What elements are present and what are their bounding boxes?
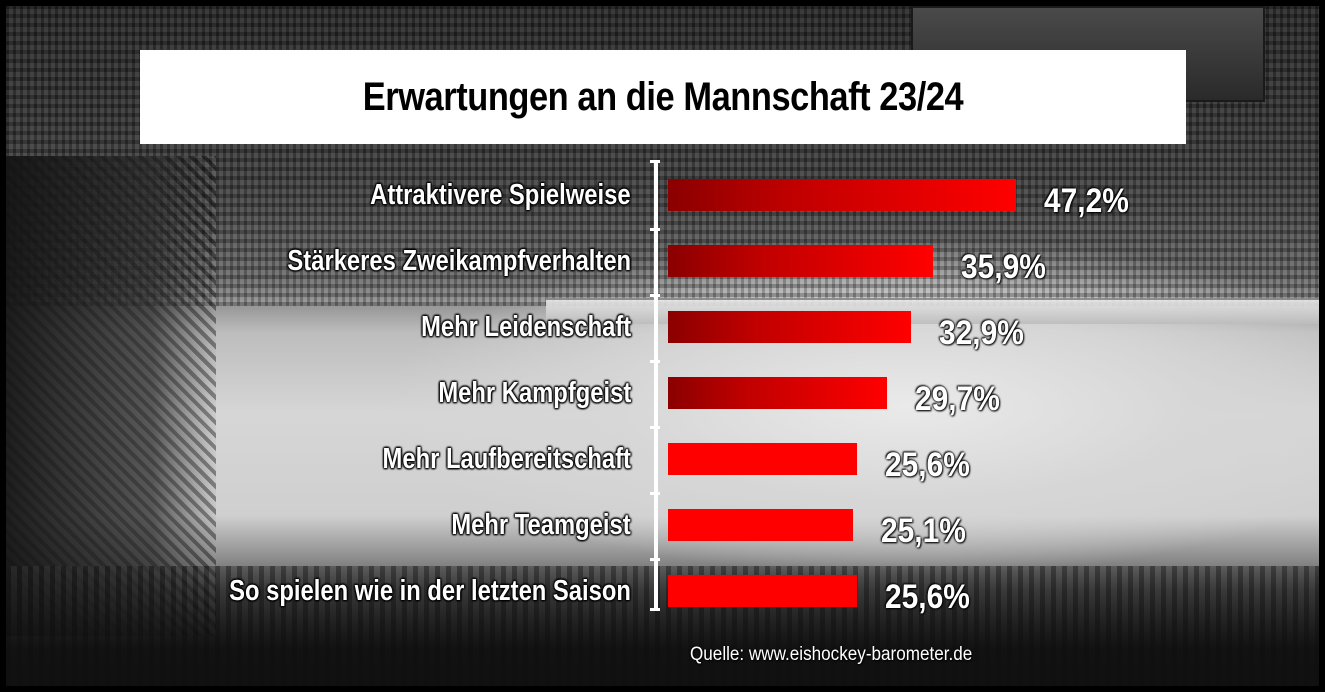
axis-tick — [650, 160, 660, 163]
crowd-left-stands — [6, 156, 216, 636]
axis-tick — [650, 492, 660, 495]
value-label: 25,6% — [885, 577, 970, 616]
axis-tick — [650, 558, 660, 561]
bar — [668, 377, 887, 409]
category-label: Mehr Laufbereitschaft — [382, 442, 631, 475]
bar — [668, 443, 857, 475]
category-label: Attraktivere Spielweise — [370, 178, 631, 211]
category-label: Mehr Leidenschaft — [420, 310, 631, 343]
category-axis-line — [654, 160, 658, 610]
bar — [668, 179, 1016, 211]
axis-tick — [650, 608, 660, 611]
bar — [668, 311, 911, 343]
crowd-lower-stands — [6, 566, 1319, 686]
value-label: 29,7% — [915, 379, 1000, 418]
axis-tick — [650, 228, 660, 231]
value-label: 47,2% — [1044, 181, 1129, 220]
axis-tick — [650, 360, 660, 363]
value-label: 25,1% — [881, 511, 966, 550]
title-banner — [140, 50, 1186, 144]
bar — [668, 575, 857, 607]
category-label: Stärkeres Zweikampfverhalten — [287, 244, 631, 277]
category-label: Mehr Teamgeist — [451, 508, 631, 541]
bar — [668, 245, 933, 277]
category-label: Mehr Kampfgeist — [438, 376, 631, 409]
axis-tick — [650, 294, 660, 297]
value-label: 25,6% — [885, 445, 970, 484]
source-credit: Quelle: www.eishockey-barometer.de — [690, 644, 973, 665]
category-label: So spielen wie in der letzten Saison — [229, 574, 631, 607]
bar — [668, 509, 853, 541]
axis-tick — [650, 426, 660, 429]
value-label: 32,9% — [939, 313, 1024, 352]
rink-boards — [546, 298, 1319, 324]
value-label: 35,9% — [961, 247, 1046, 286]
chart-title: Erwartungen an die Mannschaft 23/24 — [362, 74, 964, 119]
